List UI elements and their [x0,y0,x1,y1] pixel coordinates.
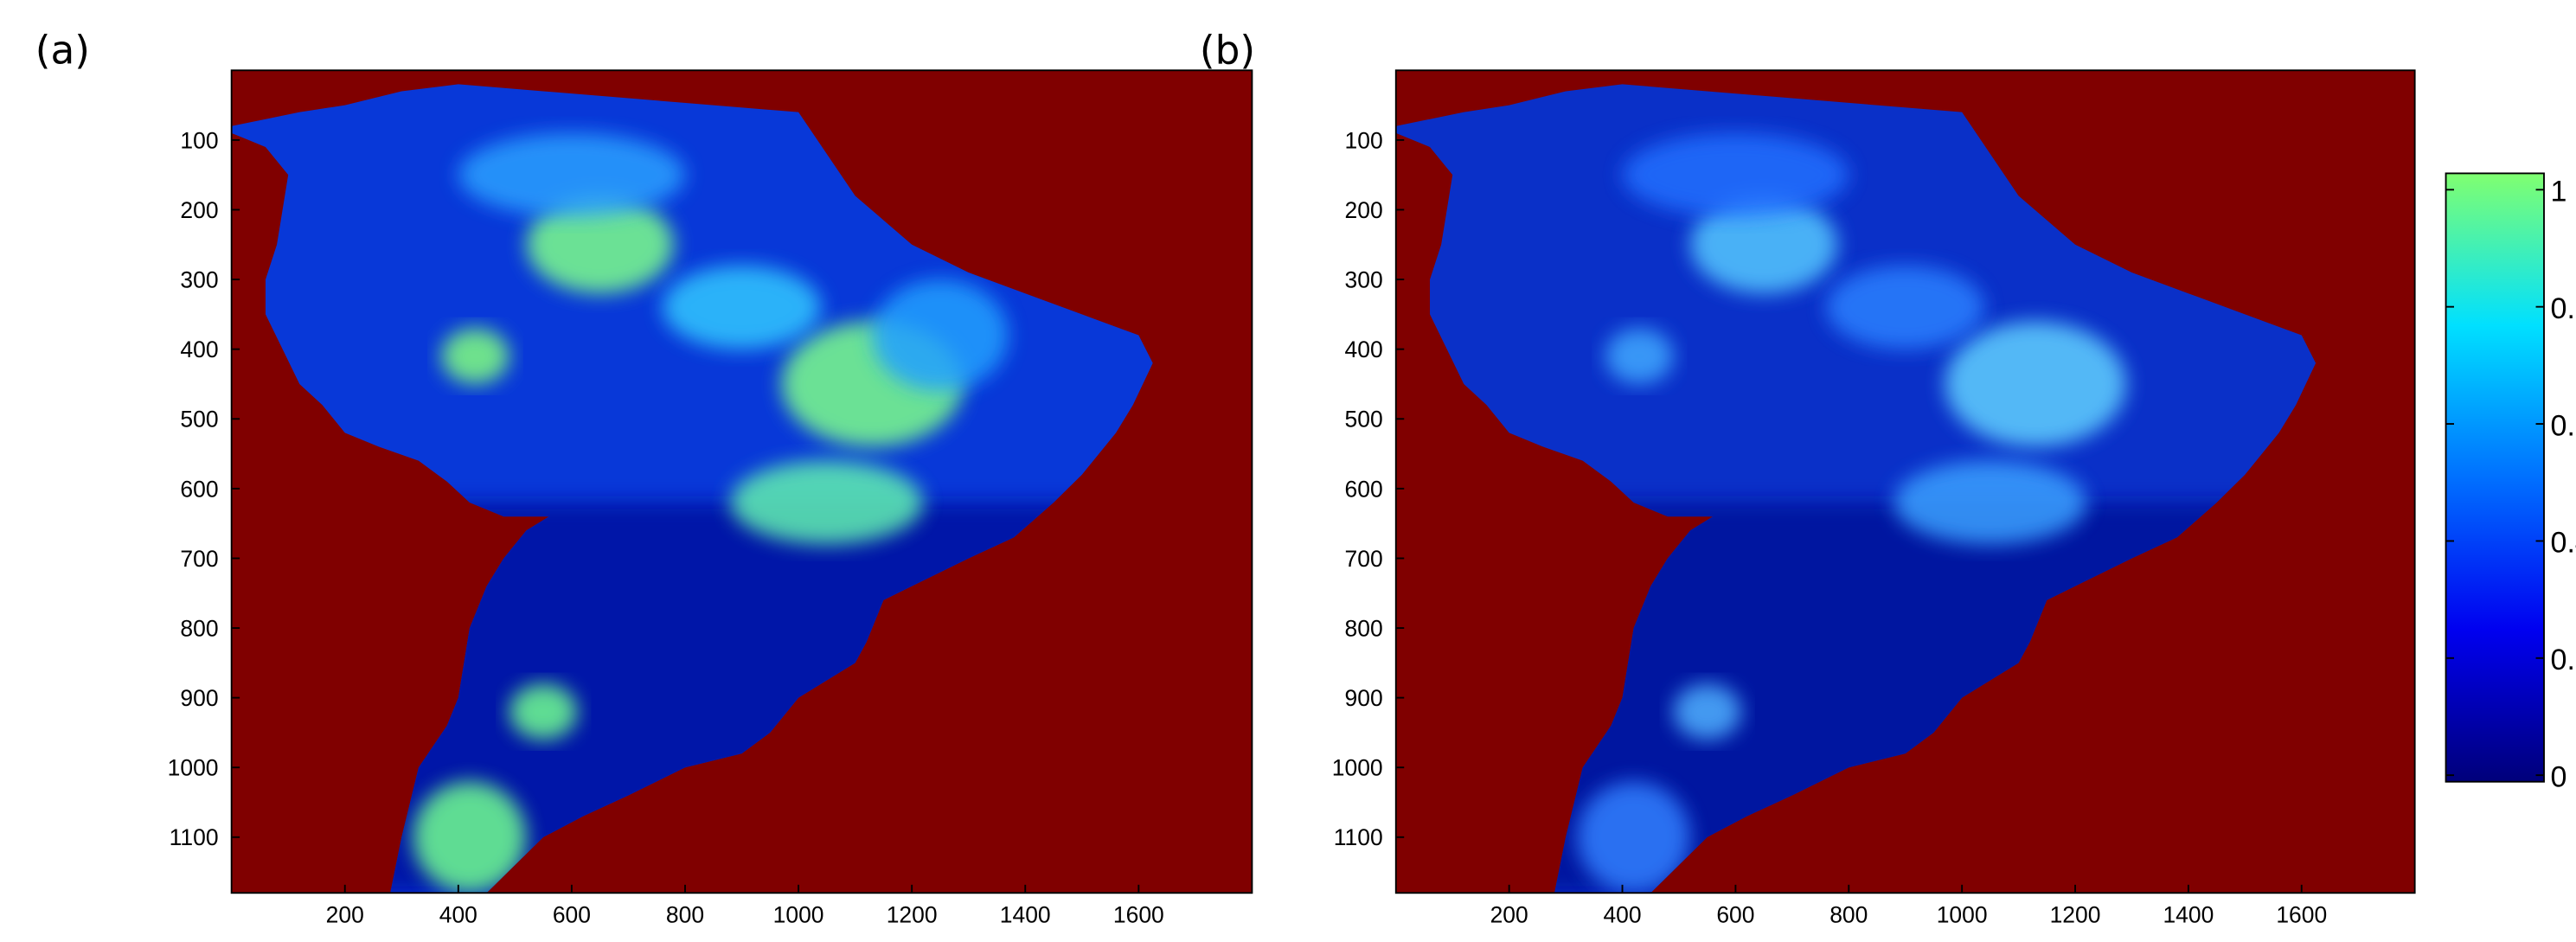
y-tick-label: 300 [180,267,218,293]
map-patch [730,460,924,545]
map-patch [526,195,674,294]
colorbar-tick-label: 0.2 [2551,644,2576,676]
x-tick-label: 1000 [773,901,824,927]
map-patch [872,279,1009,392]
y-tick-label: 500 [180,407,218,433]
y-tick-label: 400 [180,336,218,362]
y-tick-label: 900 [1345,685,1383,711]
x-tick-label: 1600 [2276,901,2327,927]
map-patch [1945,321,2126,447]
axes-frame [1394,69,2416,894]
x-tick-label: 1600 [1113,901,1164,927]
x-tick-label: 800 [666,901,704,927]
x-tick-label: 1200 [2050,901,2101,927]
y-tick-label: 400 [1345,336,1383,362]
x-tick-label: 200 [1490,901,1528,927]
x-tick-label: 600 [553,901,591,927]
colorbar-tick-label: 0 [2551,760,2567,793]
x-tick-label: 1400 [1000,901,1051,927]
y-tick-label: 1000 [1332,755,1383,781]
x-tick-label: 800 [1829,901,1868,927]
map-patch [413,781,527,894]
colorbar-tick-label: 0.4 [2551,527,2576,560]
y-tick-label: 800 [180,615,218,641]
x-tick-label: 400 [439,901,477,927]
y-tick-label: 1100 [170,824,219,850]
colorbar [2445,172,2545,783]
panel-label: (a) [35,28,90,74]
axes-frame [230,69,1253,894]
y-tick-label: 100 [1345,127,1383,153]
x-tick-label: 600 [1716,901,1754,927]
colorbar-tick-label: 0.6 [2551,409,2576,442]
y-tick-label: 600 [180,476,218,502]
map-patch [662,265,822,349]
map-patch [458,132,685,217]
map-patch [1605,328,1674,384]
y-tick-label: 1000 [168,755,219,781]
x-tick-label: 200 [326,901,364,927]
y-tick-label: 500 [1345,407,1383,433]
x-tick-label: 1400 [2163,901,2214,927]
map-patch [1690,195,1838,294]
y-tick-label: 600 [1345,476,1383,502]
map-patch [1826,265,1985,349]
map-patch [1673,683,1741,740]
y-tick-label: 700 [180,546,218,572]
x-tick-label: 1000 [1937,901,1988,927]
map-patch [509,683,578,740]
y-tick-label: 800 [1345,615,1383,641]
y-tick-label: 200 [180,197,218,223]
map-patch [1577,781,1691,894]
y-tick-label: 700 [1345,546,1383,572]
y-tick-label: 900 [180,685,218,711]
map-patch [441,328,509,384]
x-tick-label: 400 [1603,901,1641,927]
panel-label: (b) [1200,28,1255,74]
map-patch [1622,132,1849,217]
y-tick-label: 100 [180,127,218,153]
x-tick-label: 1200 [887,901,938,927]
colorbar-tick-label: 0.8 [2551,292,2576,325]
colorbar-tick-label: 1 [2551,176,2567,208]
map-patch [1894,460,2087,545]
y-tick-label: 300 [1345,267,1383,293]
y-tick-label: 1100 [1334,824,1383,850]
y-tick-label: 200 [1345,197,1383,223]
